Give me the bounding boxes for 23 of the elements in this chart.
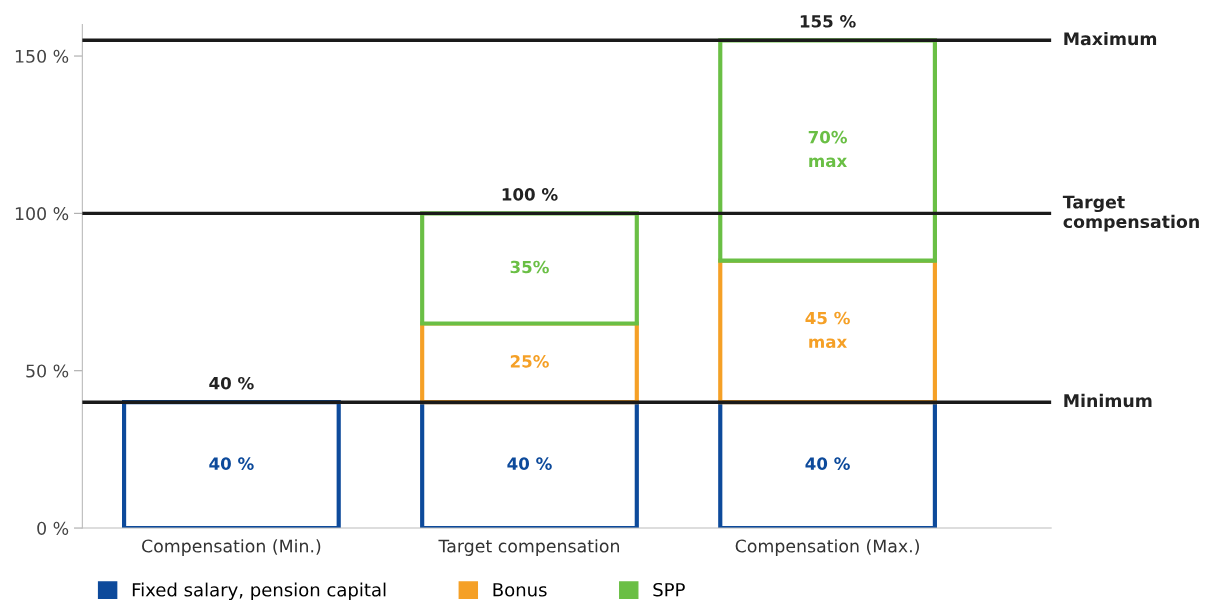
x-tick-label: Compensation (Max.) bbox=[735, 539, 919, 556]
data-label: 45 % max bbox=[805, 311, 850, 349]
x-tick-label: Compensation (Min.) bbox=[142, 539, 321, 556]
legend-label: Bonus bbox=[493, 583, 547, 597]
total-label: 155 % bbox=[800, 15, 856, 28]
y-tick-label: 100 % bbox=[15, 207, 69, 221]
data-label: 35% bbox=[510, 260, 549, 274]
y-tick-label: 0 % bbox=[37, 521, 69, 535]
ref-line-label: Minimum bbox=[1064, 393, 1152, 408]
total-label: 40 % bbox=[209, 376, 254, 390]
data-label: 40 % bbox=[209, 457, 254, 470]
y-tick-label: 50 % bbox=[26, 364, 69, 378]
x-tick-label: Target compensation bbox=[438, 539, 619, 556]
total-label: 100 % bbox=[502, 188, 558, 201]
ref-line-label: Maximum bbox=[1064, 31, 1157, 46]
data-label: 25% bbox=[510, 355, 549, 368]
data-label: 40 % bbox=[805, 457, 850, 470]
ref-line-label: Target compensation bbox=[1062, 195, 1199, 232]
y-tick-label: 150 % bbox=[15, 49, 69, 63]
data-label: 70% max bbox=[808, 130, 848, 168]
legend-label: SPP bbox=[653, 582, 685, 597]
legend-label: Fixed salary, pension capital bbox=[132, 582, 386, 601]
data-label: 40 % bbox=[507, 457, 552, 470]
